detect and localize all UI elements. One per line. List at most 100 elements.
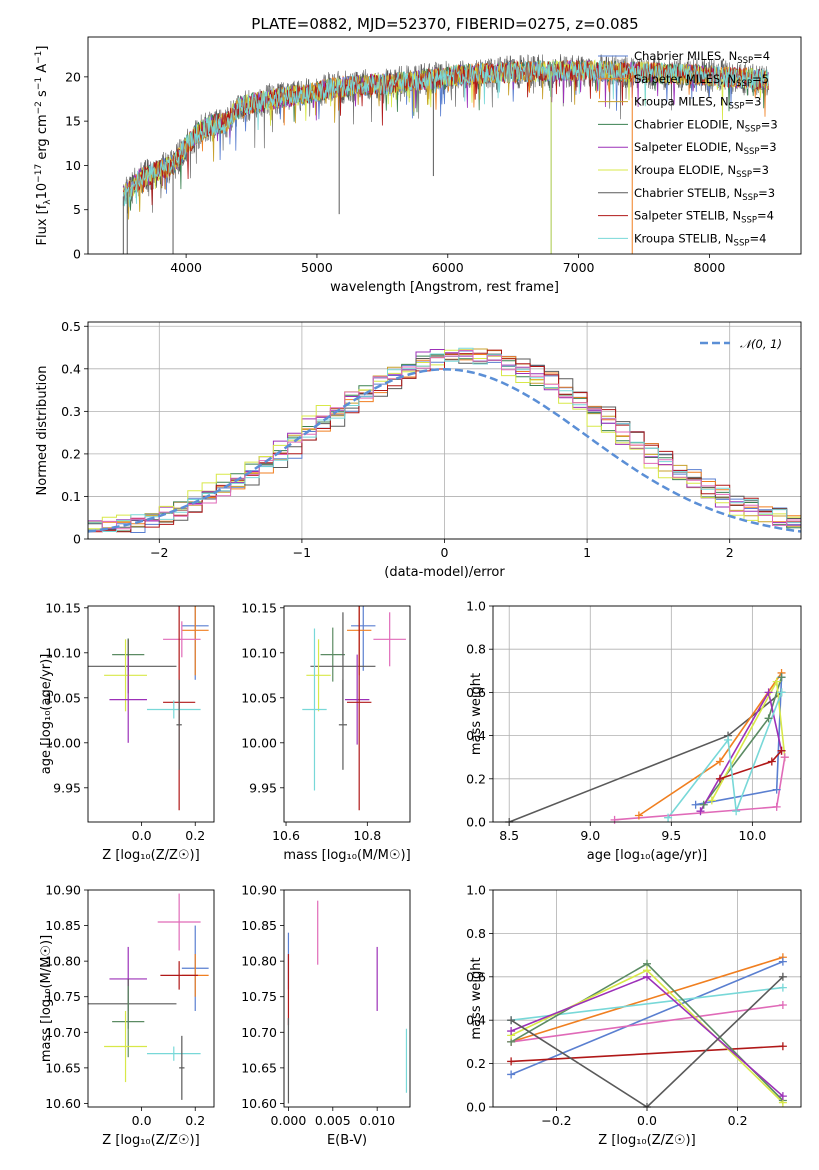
legend-label: Chabrier ELODIE, N bbox=[634, 117, 745, 131]
series-marker bbox=[610, 815, 619, 824]
x-tick-label: −1 bbox=[293, 545, 311, 560]
series-marker bbox=[778, 983, 787, 992]
y-label-part: s bbox=[35, 90, 50, 101]
y-tick-label: 10.05 bbox=[45, 690, 81, 705]
y-tick-label: 10.70 bbox=[241, 1025, 277, 1040]
plot-area-mass-vs-Z bbox=[88, 893, 209, 1100]
y-tick-label: 10.10 bbox=[241, 645, 277, 660]
y-axis-label: mass weight bbox=[469, 673, 484, 755]
axes-frame bbox=[87, 605, 215, 823]
y-tick-label: 10.70 bbox=[45, 1025, 81, 1040]
legend-label: Salpeter ELODIE, N bbox=[634, 140, 744, 154]
legend-tail: =4 bbox=[749, 231, 766, 245]
x-tick-label: 9.5 bbox=[661, 828, 681, 843]
legend-sub: SSP bbox=[734, 238, 750, 248]
plot-area-mass-vs-ebv bbox=[287, 900, 408, 1104]
y-tick-label: 0.8 bbox=[466, 926, 486, 941]
axes-age-vs-mass: 10.6 10.8 9.95 10.00 10.05 10.10 10.15 mass [lo… bbox=[241, 600, 411, 863]
legend-sub: SSP bbox=[736, 170, 752, 180]
series-marker bbox=[699, 800, 708, 809]
y-axis-label: mass [log₁₀(M/M☉)] bbox=[39, 935, 54, 1062]
legend-tail: =3 bbox=[760, 140, 777, 154]
series-marker bbox=[696, 807, 705, 816]
series-line-8 bbox=[614, 757, 786, 821]
legend-sub: SSP bbox=[741, 216, 757, 226]
legend-sub: SSP bbox=[745, 124, 761, 134]
series-line-2 bbox=[511, 986, 783, 1021]
axes-mass-vs-ebv: 0.000 0.005 0.010 10.60 10.65 10.70 10.75 10.80… bbox=[241, 883, 411, 1148]
legend-sub: SSP bbox=[742, 193, 758, 203]
series-line-7 bbox=[667, 692, 783, 819]
legend-entry: Kroupa STELIB, NSSP=4 bbox=[634, 231, 766, 248]
x-tick-label: 10.6 bbox=[272, 828, 300, 843]
legend-label: Chabrier STELIB, N bbox=[634, 186, 742, 200]
series-marker bbox=[715, 757, 724, 766]
x-tick-label: 0.0 bbox=[637, 1113, 657, 1128]
y-tick-label: 0.1 bbox=[61, 489, 81, 504]
y-axis-label: mass weight bbox=[469, 957, 484, 1039]
x-axis-label: wavelength [Angstrom, rest frame] bbox=[330, 280, 559, 295]
y-tick-label: 10.00 bbox=[241, 735, 277, 750]
y-label-part: −1 bbox=[34, 51, 44, 64]
x-tick-label: 6000 bbox=[432, 260, 464, 275]
y-tick-label: 0.6 bbox=[466, 685, 486, 700]
y-tick-label: 10.85 bbox=[45, 918, 81, 933]
series-line-8 bbox=[510, 976, 784, 1107]
legend-tail: =3 bbox=[752, 163, 769, 177]
series-marker bbox=[778, 1001, 787, 1010]
y-tick-label: 10.00 bbox=[45, 735, 81, 750]
axes-mass-vs-Z: 0.0 0.2 10.60 10.65 10.70 10.75 10.80 10.85 10.9… bbox=[39, 883, 215, 1148]
x-tick-label: 0.0 bbox=[132, 828, 152, 843]
plot-area-spectrum bbox=[122, 54, 769, 254]
series-marker bbox=[772, 802, 781, 811]
series-marker bbox=[507, 1057, 516, 1066]
y-label-part: A bbox=[35, 64, 50, 77]
legend-entry: Chabrier MILES, NSSP=4 bbox=[634, 49, 770, 66]
x-axis-label: mass [log₁₀(M/M☉)] bbox=[283, 848, 410, 863]
x-tick-label: 8.5 bbox=[499, 828, 519, 843]
y-tick-label: 0.4 bbox=[466, 728, 486, 743]
x-axis-label: Z [log₁₀(Z/Z☉)] bbox=[102, 1133, 199, 1148]
axes-weight-vs-age: 8.5 9.0 9.5 10.0 0.0 0.2 0.4 0.6 0.8 1.0 age [log₁… bbox=[466, 599, 802, 863]
legend-entry: Salpeter STELIB, NSSP=4 bbox=[634, 209, 774, 226]
y-tick-label: 10.60 bbox=[241, 1096, 277, 1111]
legend-tail: =5 bbox=[752, 72, 769, 86]
series-marker bbox=[764, 688, 773, 697]
y-tick-label: 0.8 bbox=[466, 642, 486, 657]
y-tick-label: 0.2 bbox=[466, 1056, 486, 1071]
plot-area-weight-vs-age bbox=[508, 672, 786, 822]
x-tick-label: 0.010 bbox=[359, 1113, 395, 1128]
legend-tail: =3 bbox=[744, 95, 761, 109]
histogram-series-9 bbox=[88, 349, 801, 532]
series-marker bbox=[707, 796, 716, 805]
series-marker bbox=[507, 1027, 516, 1036]
x-tick-label: 10.8 bbox=[353, 828, 381, 843]
legend-tail: =3 bbox=[761, 117, 778, 131]
y-tick-label: 10.05 bbox=[241, 690, 277, 705]
legend-entry: Chabrier STELIB, NSSP=3 bbox=[634, 186, 775, 203]
series-marker bbox=[715, 774, 724, 783]
legend-label: Salpeter MILES, N bbox=[634, 72, 736, 86]
x-tick-label: 5000 bbox=[301, 260, 333, 275]
x-tick-label: 0.000 bbox=[271, 1113, 307, 1128]
legend-tail: =3 bbox=[758, 186, 775, 200]
y-tick-label: 9.95 bbox=[249, 780, 277, 795]
y-tick-label: 0.0 bbox=[466, 1100, 486, 1115]
axes-frame bbox=[492, 605, 802, 823]
y-label-part: erg cm bbox=[35, 114, 50, 163]
axes-frame bbox=[283, 605, 411, 823]
axes-age-vs-Z: 0.0 0.2 9.95 10.00 10.05 10.10 10.15 Z [log₁₀(Z… bbox=[39, 600, 215, 863]
y-tick-label: 0.6 bbox=[466, 969, 486, 984]
legend-entry: Salpeter MILES, NSSP=5 bbox=[634, 72, 769, 89]
legend-entry: Salpeter ELODIE, NSSP=3 bbox=[634, 140, 777, 157]
x-axis-label: Z [log₁₀(Z/Z☉)] bbox=[102, 848, 199, 863]
series-marker bbox=[664, 813, 673, 822]
y-tick-label: 10.65 bbox=[241, 1060, 277, 1075]
x-tick-label: 10.0 bbox=[738, 828, 766, 843]
y-tick-label: 10.85 bbox=[241, 918, 277, 933]
x-tick-label: 0.0 bbox=[132, 1113, 152, 1128]
series-marker bbox=[778, 957, 787, 966]
x-tick-label: 0 bbox=[441, 545, 449, 560]
plot-area-age-vs-mass bbox=[302, 606, 406, 811]
